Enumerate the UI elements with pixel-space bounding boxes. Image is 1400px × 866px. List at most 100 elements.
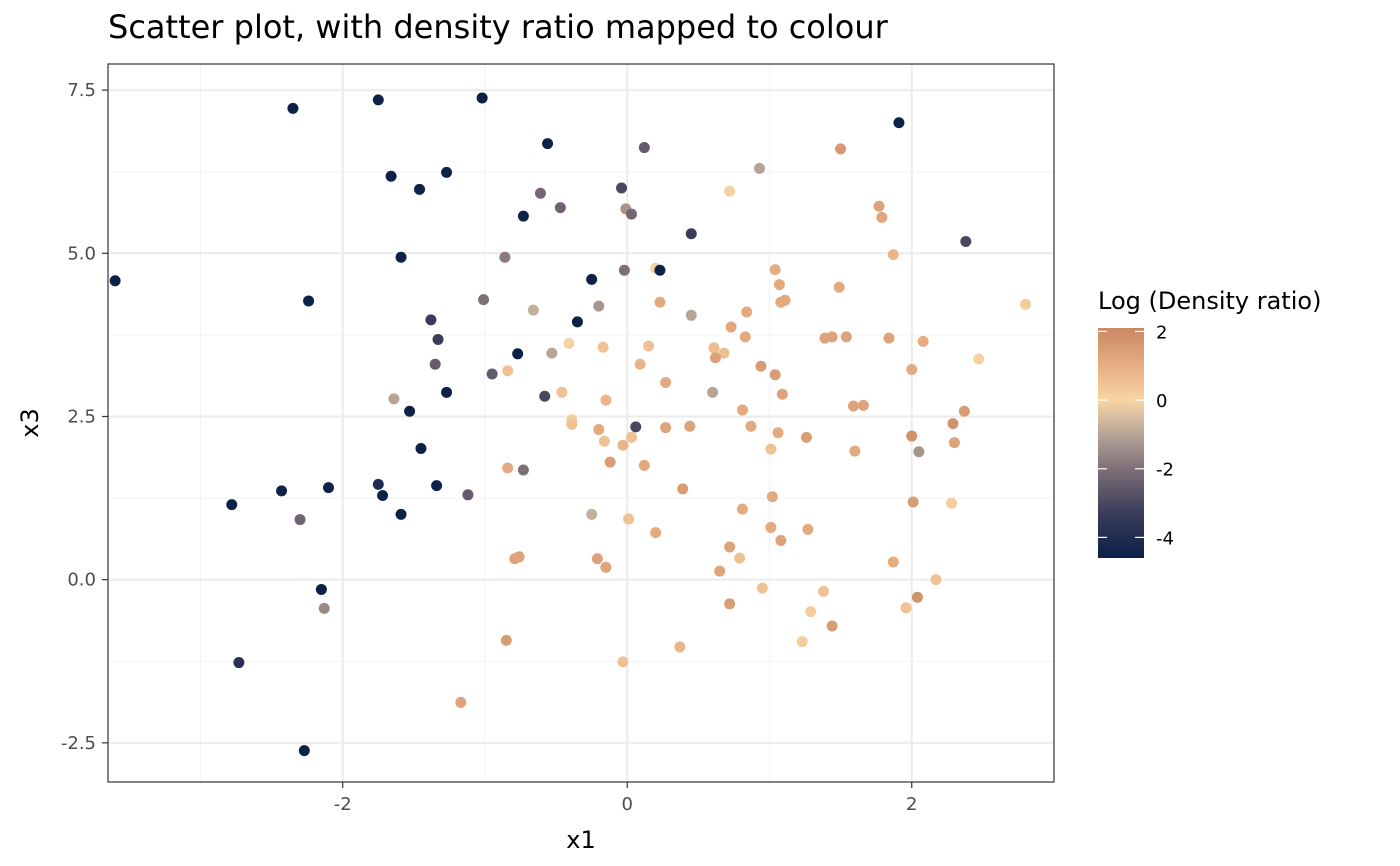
plot-background xyxy=(108,64,1054,782)
scatter-point xyxy=(534,187,546,199)
scatter-point xyxy=(766,491,778,503)
scatter-point xyxy=(500,634,512,646)
scatter-point xyxy=(826,620,838,632)
x-axis-ticks: -2 0 2 xyxy=(334,782,917,815)
legend-title: Log (Density ratio) xyxy=(1098,287,1321,315)
scatter-point xyxy=(276,485,288,497)
scatter-point xyxy=(775,534,787,546)
scatter-point xyxy=(455,696,467,708)
scatter-point xyxy=(630,421,642,433)
y-tick-label: -2.5 xyxy=(61,733,96,754)
scatter-point xyxy=(947,418,959,430)
scatter-point xyxy=(755,360,767,372)
scatter-point xyxy=(707,386,719,398)
scatter-point xyxy=(745,420,757,432)
scatter-point xyxy=(826,331,838,343)
scatter-point xyxy=(554,202,566,214)
scatter-point xyxy=(883,332,895,344)
scatter-point xyxy=(303,295,315,307)
scatter-point xyxy=(432,333,444,345)
scatter-point xyxy=(502,462,514,474)
scatter-point xyxy=(772,427,784,439)
y-tick-label: 7.5 xyxy=(67,80,96,101)
scatter-point xyxy=(734,552,746,564)
scatter-point xyxy=(476,92,488,104)
scatter-point xyxy=(616,182,628,194)
scatter-point xyxy=(907,496,919,508)
scatter-point xyxy=(917,335,929,347)
scatter-point xyxy=(893,117,905,129)
scatter-point xyxy=(709,352,721,364)
scatter-point xyxy=(714,565,726,577)
scatter-point xyxy=(623,513,635,525)
y-axis-label: x3 xyxy=(16,408,44,437)
scatter-point xyxy=(660,377,672,389)
scatter-point xyxy=(736,404,748,416)
x-tick-label: 2 xyxy=(906,794,917,815)
scatter-point xyxy=(600,394,612,406)
x-tick-label: -2 xyxy=(334,794,352,815)
scatter-point xyxy=(906,363,918,375)
scatter-point xyxy=(322,482,334,494)
scatter-point xyxy=(395,251,407,263)
scatter-point xyxy=(512,348,524,360)
legend-tick-label: 2 xyxy=(1156,322,1167,343)
scatter-point xyxy=(517,464,529,476)
scatter-point xyxy=(600,561,612,573)
scatter-point xyxy=(556,386,568,398)
y-tick-label: 2.5 xyxy=(67,406,96,427)
scatter-point xyxy=(911,591,923,603)
scatter-point xyxy=(441,386,453,398)
scatter-point xyxy=(546,347,558,359)
scatter-point xyxy=(395,508,407,520)
scatter-point xyxy=(765,521,777,533)
scatter-point xyxy=(109,275,121,287)
scatter-point xyxy=(650,527,662,539)
legend-ticks: 2 0 -2 -4 xyxy=(1098,322,1174,549)
scatter-point xyxy=(876,211,888,223)
y-axis-ticks: -2.5 0.0 2.5 5.0 7.5 xyxy=(61,80,108,754)
scatter-point xyxy=(372,478,384,490)
scatter-point xyxy=(724,598,736,610)
scatter-point xyxy=(638,142,650,154)
scatter-point xyxy=(906,430,918,442)
scatter-point xyxy=(800,431,812,443)
scatter-point xyxy=(478,294,490,306)
scatter-point xyxy=(958,405,970,417)
scatter-point xyxy=(415,442,427,454)
scatter-point xyxy=(833,281,845,293)
scatter-point xyxy=(604,456,616,468)
y-tick-label: 5.0 xyxy=(67,243,96,264)
scatter-point xyxy=(887,249,899,261)
legend-colorbar xyxy=(1098,328,1144,558)
scatter-point xyxy=(769,264,781,276)
scatter-point xyxy=(617,656,629,668)
x-tick-label: 0 xyxy=(622,794,633,815)
scatter-point xyxy=(462,489,474,501)
scatter-point xyxy=(634,358,646,370)
scatter-point xyxy=(685,228,697,240)
x-axis-label: x1 xyxy=(566,826,595,854)
scatter-point xyxy=(685,309,697,321)
scatter-point xyxy=(563,337,575,349)
points-layer xyxy=(109,92,1032,757)
scatter-point xyxy=(527,304,539,316)
scatter-point xyxy=(591,553,603,565)
legend-tick-label: 0 xyxy=(1156,391,1167,412)
scatter-point xyxy=(499,251,511,263)
scatter-point xyxy=(597,341,609,353)
scatter-point xyxy=(736,503,748,515)
scatter-point xyxy=(960,236,972,248)
scatter-point xyxy=(517,210,529,222)
scatter-point xyxy=(414,183,426,195)
scatter-point xyxy=(638,459,650,471)
scatter-point xyxy=(486,368,498,380)
scatter-point xyxy=(756,582,768,594)
scatter-point xyxy=(593,300,605,312)
grid-major xyxy=(108,64,1054,782)
scatter-point xyxy=(754,162,766,174)
scatter-point xyxy=(298,745,310,757)
scatter-point xyxy=(542,138,554,150)
scatter-point xyxy=(900,602,912,614)
